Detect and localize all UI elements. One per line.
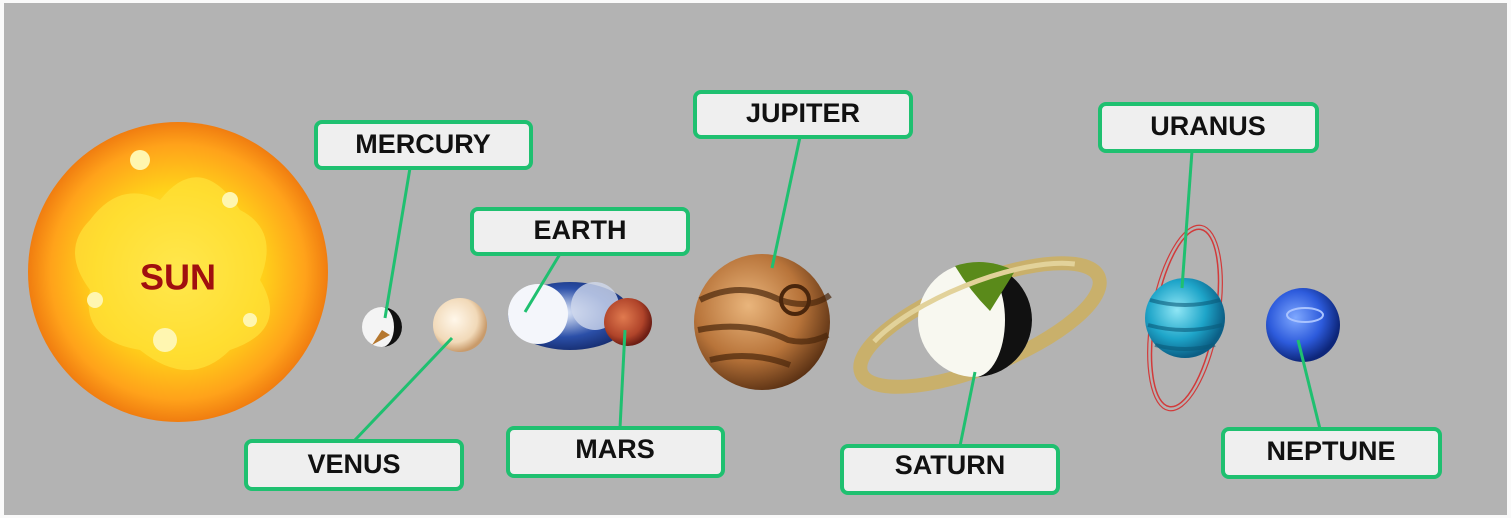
planet-name: MARS xyxy=(575,434,655,464)
planet-name: MERCURY xyxy=(355,129,491,159)
sun: SUN xyxy=(28,122,328,422)
label: URANUS xyxy=(1100,104,1317,151)
planet-name: JUPITER xyxy=(746,98,860,128)
venus xyxy=(433,298,487,352)
label: VENUS xyxy=(246,441,462,489)
sun-label: SUN xyxy=(140,257,216,298)
label: MERCURY xyxy=(316,122,531,168)
label: SATURN xyxy=(842,446,1058,493)
mars xyxy=(604,298,652,346)
mercury xyxy=(362,307,402,347)
planet-name: URANUS xyxy=(1150,111,1266,141)
jupiter xyxy=(694,254,830,390)
solar-system: SUN xyxy=(0,0,1511,518)
label: EARTH xyxy=(472,209,688,254)
planet-name: EARTH xyxy=(534,215,627,245)
neptune xyxy=(1266,288,1340,362)
label: MARS xyxy=(508,428,723,476)
planet-name: SATURN xyxy=(895,450,1006,480)
label: NEPTUNE xyxy=(1223,429,1440,477)
planet-name: VENUS xyxy=(307,449,400,479)
label: JUPITER xyxy=(695,92,911,137)
planet-name: NEPTUNE xyxy=(1266,436,1395,466)
